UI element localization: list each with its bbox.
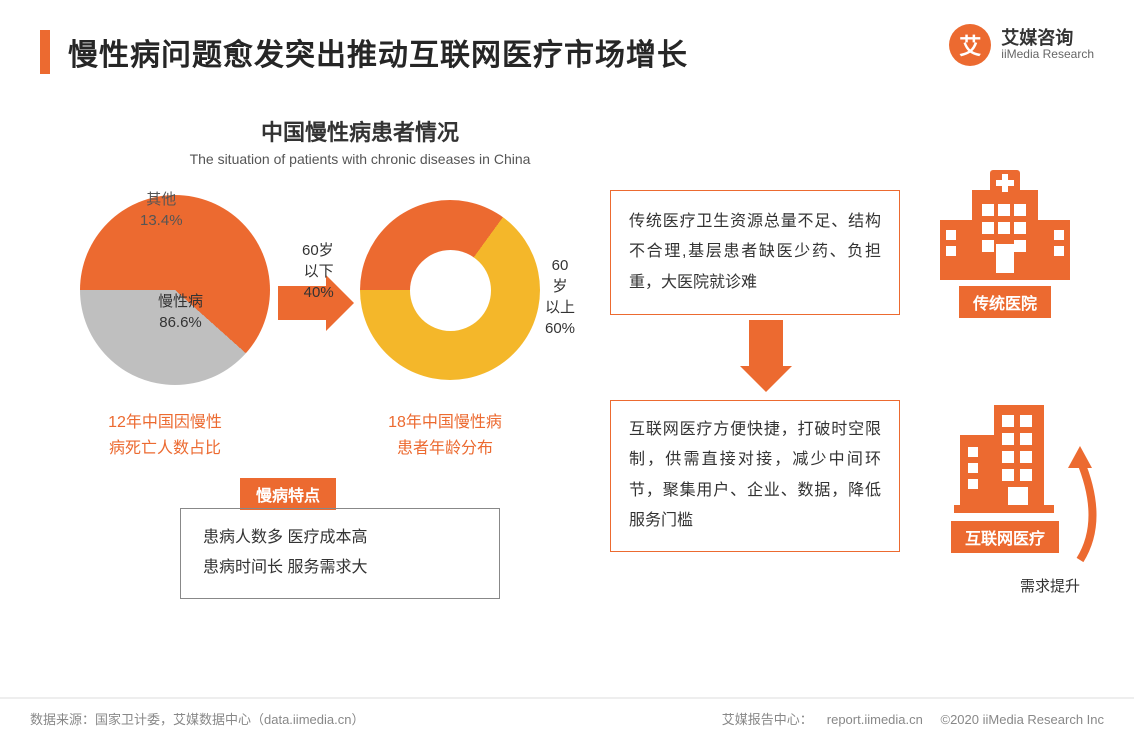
- header-accent-bar: [40, 30, 50, 74]
- demand-arrow-icon: [1050, 440, 1110, 570]
- footer-copyright: ©2020 iiMedia Research Inc: [941, 712, 1105, 727]
- section-title-cn: 中国慢性病患者情况: [170, 115, 550, 147]
- brand-name-en: iiMedia Research: [1001, 48, 1094, 62]
- features-box: 患病人数多 医疗成本高 患病时间长 服务需求大: [180, 508, 500, 599]
- footer-report-label: 艾媒报告中心：: [722, 712, 813, 727]
- features-tag: 慢病特点: [240, 478, 336, 510]
- page-title: 慢性病问题愈发突出推动互联网医疗市场增长: [68, 30, 688, 74]
- internet-hospital-icon: [950, 395, 1060, 515]
- internet-hospital-caption: 互联网医疗: [951, 521, 1059, 553]
- donut-disc: [360, 200, 540, 380]
- footer-right: 艾媒报告中心： report.iimedia.cn ©2020 iiMedia R…: [708, 709, 1104, 728]
- internet-hospital-icon-block: 互联网医疗: [950, 395, 1060, 553]
- pie-left-label-other: 其他13.4%: [140, 189, 183, 231]
- brand-logo: 艾 艾媒咨询 iiMedia Research: [949, 24, 1094, 66]
- donut-caption: 18年中国慢性病患者年龄分布: [340, 410, 550, 461]
- donut-hole: [410, 250, 491, 331]
- feature-line-2: 患病时间长 服务需求大: [203, 553, 477, 583]
- info-box-traditional: 传统医疗卫生资源总量不足、结构不合理,基层患者缺医少药、负担重，大医院就诊难: [610, 190, 900, 315]
- brand-name-cn: 艾媒咨询: [1001, 28, 1094, 49]
- donut-chart-age: 60岁以下40% 60岁以上60%: [360, 200, 540, 380]
- footer-source: 数据来源：国家卫计委，艾媒数据中心（data.iimedia.cn）: [30, 709, 364, 728]
- pie-chart-deaths: 其他13.4% 慢性病86.6%: [80, 195, 270, 385]
- hospital-icon: [940, 170, 1070, 280]
- page-header: 慢性病问题愈发突出推动互联网医疗市场增长: [40, 30, 688, 74]
- hospital-icon-block: 传统医院: [940, 170, 1070, 318]
- footer-report-url: report.iimedia.cn: [827, 712, 923, 727]
- arrow-down: [740, 320, 792, 392]
- hospital-caption: 传统医院: [959, 286, 1051, 318]
- pie-left-caption: 12年中国因慢性病死亡人数占比: [60, 410, 270, 461]
- feature-line-1: 患病人数多 医疗成本高: [203, 523, 477, 553]
- info-box-internet: 互联网医疗方便快捷，打破时空限制，供需直接对接，减少中间环节，聚集用户、企业、数…: [610, 400, 900, 552]
- pie-left-label-chronic: 慢性病86.6%: [158, 291, 203, 333]
- brand-mark: 艾: [949, 24, 991, 66]
- section-title: 中国慢性病患者情况 The situation of patients with…: [170, 115, 550, 167]
- donut-label-over60: 60岁以上60%: [545, 255, 575, 339]
- demand-text: 需求提升: [1020, 575, 1080, 596]
- page-footer: 数据来源：国家卫计委，艾媒数据中心（data.iimedia.cn） 艾媒报告中…: [0, 697, 1134, 737]
- donut-label-under60: 60岁以下40%: [302, 240, 334, 303]
- section-title-en: The situation of patients with chronic d…: [170, 151, 550, 167]
